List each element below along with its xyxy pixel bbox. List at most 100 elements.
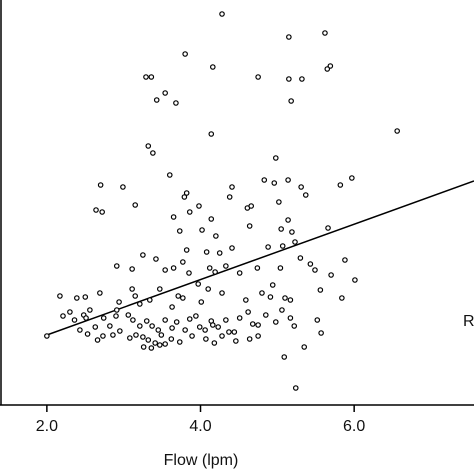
x-axis-label: Flow (lpm) xyxy=(164,452,239,469)
point xyxy=(181,194,188,200)
point xyxy=(226,329,232,335)
point xyxy=(183,247,190,253)
point xyxy=(155,327,162,333)
point xyxy=(272,319,279,325)
point xyxy=(110,332,116,338)
point xyxy=(288,98,294,104)
point xyxy=(129,286,135,292)
point xyxy=(173,100,179,106)
point xyxy=(186,316,193,322)
point xyxy=(127,335,133,341)
point xyxy=(150,150,156,156)
point xyxy=(285,177,291,183)
point xyxy=(145,143,152,149)
point xyxy=(153,256,159,262)
point xyxy=(152,340,158,346)
point xyxy=(117,328,123,334)
point xyxy=(84,331,91,337)
point xyxy=(233,338,239,344)
point xyxy=(211,340,218,346)
point xyxy=(246,336,253,342)
point xyxy=(219,333,225,339)
point xyxy=(77,327,83,333)
point xyxy=(229,245,235,251)
point xyxy=(137,301,143,307)
point xyxy=(162,267,168,273)
point xyxy=(133,332,139,338)
point xyxy=(196,203,202,209)
point xyxy=(71,317,78,323)
x-tick-label: 6.0 xyxy=(343,418,365,435)
point xyxy=(272,155,279,161)
point xyxy=(60,313,66,319)
point xyxy=(394,128,400,134)
point xyxy=(261,177,268,183)
point xyxy=(298,184,304,190)
point xyxy=(339,295,345,301)
point xyxy=(276,199,282,205)
point xyxy=(130,317,136,323)
point xyxy=(279,307,285,313)
point xyxy=(107,323,113,329)
point xyxy=(99,209,105,215)
point xyxy=(226,194,233,200)
point xyxy=(291,323,298,329)
point xyxy=(176,339,183,345)
point xyxy=(231,329,238,335)
point xyxy=(120,184,126,190)
point xyxy=(246,223,253,229)
point xyxy=(175,293,182,299)
point xyxy=(202,327,208,333)
point xyxy=(113,307,120,313)
point xyxy=(255,74,261,80)
point xyxy=(208,131,215,137)
point xyxy=(145,337,152,343)
point xyxy=(196,324,203,330)
point xyxy=(286,34,292,40)
point xyxy=(248,203,255,209)
point xyxy=(349,175,355,181)
x-tick-label: 2.0 xyxy=(36,418,58,435)
point xyxy=(285,217,291,223)
point xyxy=(93,207,99,213)
point xyxy=(92,324,99,330)
point xyxy=(317,287,324,293)
point xyxy=(156,286,163,292)
point xyxy=(219,290,225,296)
point xyxy=(195,281,202,287)
point xyxy=(292,239,298,245)
point xyxy=(299,76,305,82)
point xyxy=(129,266,135,272)
point xyxy=(216,250,223,256)
point xyxy=(208,216,215,222)
point xyxy=(215,324,221,330)
point xyxy=(278,226,284,232)
point xyxy=(259,290,265,296)
point xyxy=(153,97,160,103)
point xyxy=(100,315,107,321)
point xyxy=(87,307,93,313)
point xyxy=(140,334,146,340)
point xyxy=(287,297,294,303)
point xyxy=(199,227,205,233)
point xyxy=(162,90,168,96)
point xyxy=(324,66,331,72)
point xyxy=(267,294,274,300)
point xyxy=(132,293,139,299)
point xyxy=(307,261,314,267)
point xyxy=(337,182,344,188)
point xyxy=(328,272,334,278)
point xyxy=(143,318,150,324)
point xyxy=(140,252,146,258)
point xyxy=(94,337,101,343)
point xyxy=(113,263,120,269)
point xyxy=(342,257,348,263)
point xyxy=(271,180,278,186)
point xyxy=(57,293,63,299)
point xyxy=(82,294,89,300)
fit-line xyxy=(46,180,474,336)
point xyxy=(170,214,177,220)
point xyxy=(193,313,199,319)
point xyxy=(212,269,218,275)
